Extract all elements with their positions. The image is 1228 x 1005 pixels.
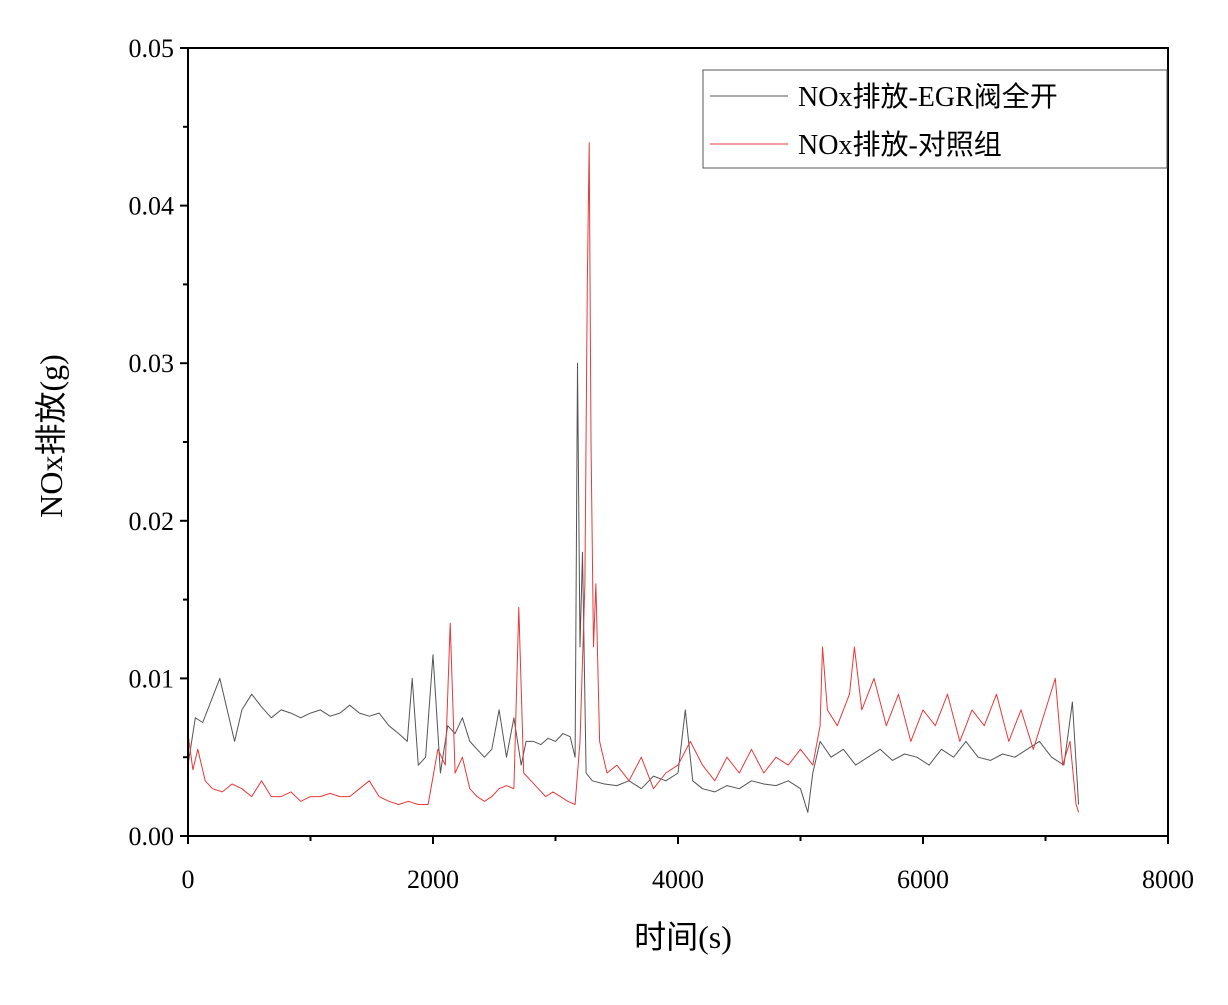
y-tick-label: 0.00 — [129, 822, 175, 851]
y-tick-label: 0.04 — [129, 192, 175, 221]
x-axis-title: 时间(s) — [634, 919, 732, 955]
x-tick-label: 4000 — [652, 865, 704, 894]
y-axis-title: NOx排放(g) — [33, 354, 69, 518]
y-tick-label: 0.01 — [129, 664, 175, 693]
plot-lines — [187, 142, 1080, 813]
x-tick-label: 0 — [182, 865, 195, 894]
legend-label-egr: NOx排放-EGR阀全开 — [798, 81, 1058, 113]
x-tick-label: 6000 — [897, 865, 949, 894]
series-line-1 — [187, 142, 1080, 813]
y-tick-label: 0.05 — [129, 34, 175, 63]
legend-box — [702, 69, 1168, 169]
y-tick-label: 0.03 — [129, 349, 175, 378]
x-tick-label: 8000 — [1142, 865, 1194, 894]
x-tick-label: 2000 — [407, 865, 459, 894]
legend: NOx排放-EGR阀全开 NOx排放-对照组 — [702, 69, 1168, 169]
y-axis-ticks: 0.00 0.01 0.02 0.03 0.04 0.05 — [129, 34, 188, 851]
legend-label-control: NOx排放-对照组 — [798, 129, 1002, 161]
y-tick-label: 0.02 — [129, 507, 175, 536]
x-axis-ticks: 0 2000 4000 6000 8000 — [182, 836, 1194, 894]
series-line-0 — [187, 362, 1080, 813]
